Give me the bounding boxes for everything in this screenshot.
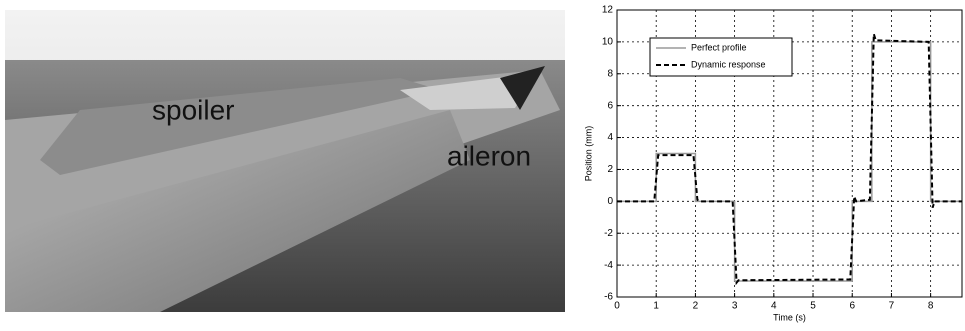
x-tick-label: 7 <box>889 301 895 312</box>
y-tick-label: -4 <box>604 260 613 271</box>
x-tick-label: 0 <box>614 301 620 312</box>
x-tick-label: 2 <box>693 301 699 312</box>
y-tick-label: 2 <box>607 164 613 175</box>
legend-label: Dynamic response <box>691 59 766 69</box>
legend-box <box>649 37 793 77</box>
series-line <box>617 33 962 286</box>
x-tick-label: 5 <box>810 301 816 312</box>
x-tick-label: 8 <box>928 301 934 312</box>
y-tick-label: -6 <box>604 292 613 303</box>
wing-body <box>5 110 470 312</box>
y-tick-label: 0 <box>607 196 613 207</box>
legend-label: Perfect profile <box>691 42 747 52</box>
photo: spoiler aileron <box>5 10 565 312</box>
x-tick-label: 3 <box>732 301 738 312</box>
y-tick-label: 8 <box>607 68 613 79</box>
y-tick-label: 6 <box>607 100 613 111</box>
y-tick-label: 4 <box>607 132 613 143</box>
plot-frame <box>616 9 963 298</box>
y-tick-label: 10 <box>602 37 614 48</box>
spoiler-panel <box>40 78 440 175</box>
y-tick-label: 12 <box>602 5 614 16</box>
y-axis-label: Position (mm) <box>583 126 593 182</box>
winglet <box>500 66 545 110</box>
x-tick-label: 6 <box>849 301 855 312</box>
photo-label: aileron <box>447 140 531 171</box>
x-axis-label: Time (s) <box>773 312 806 322</box>
x-tick-label: 1 <box>653 301 659 312</box>
x-tick-label: 4 <box>771 301 777 312</box>
y-tick-label: -2 <box>604 228 613 239</box>
photo-label: spoiler <box>152 94 234 125</box>
